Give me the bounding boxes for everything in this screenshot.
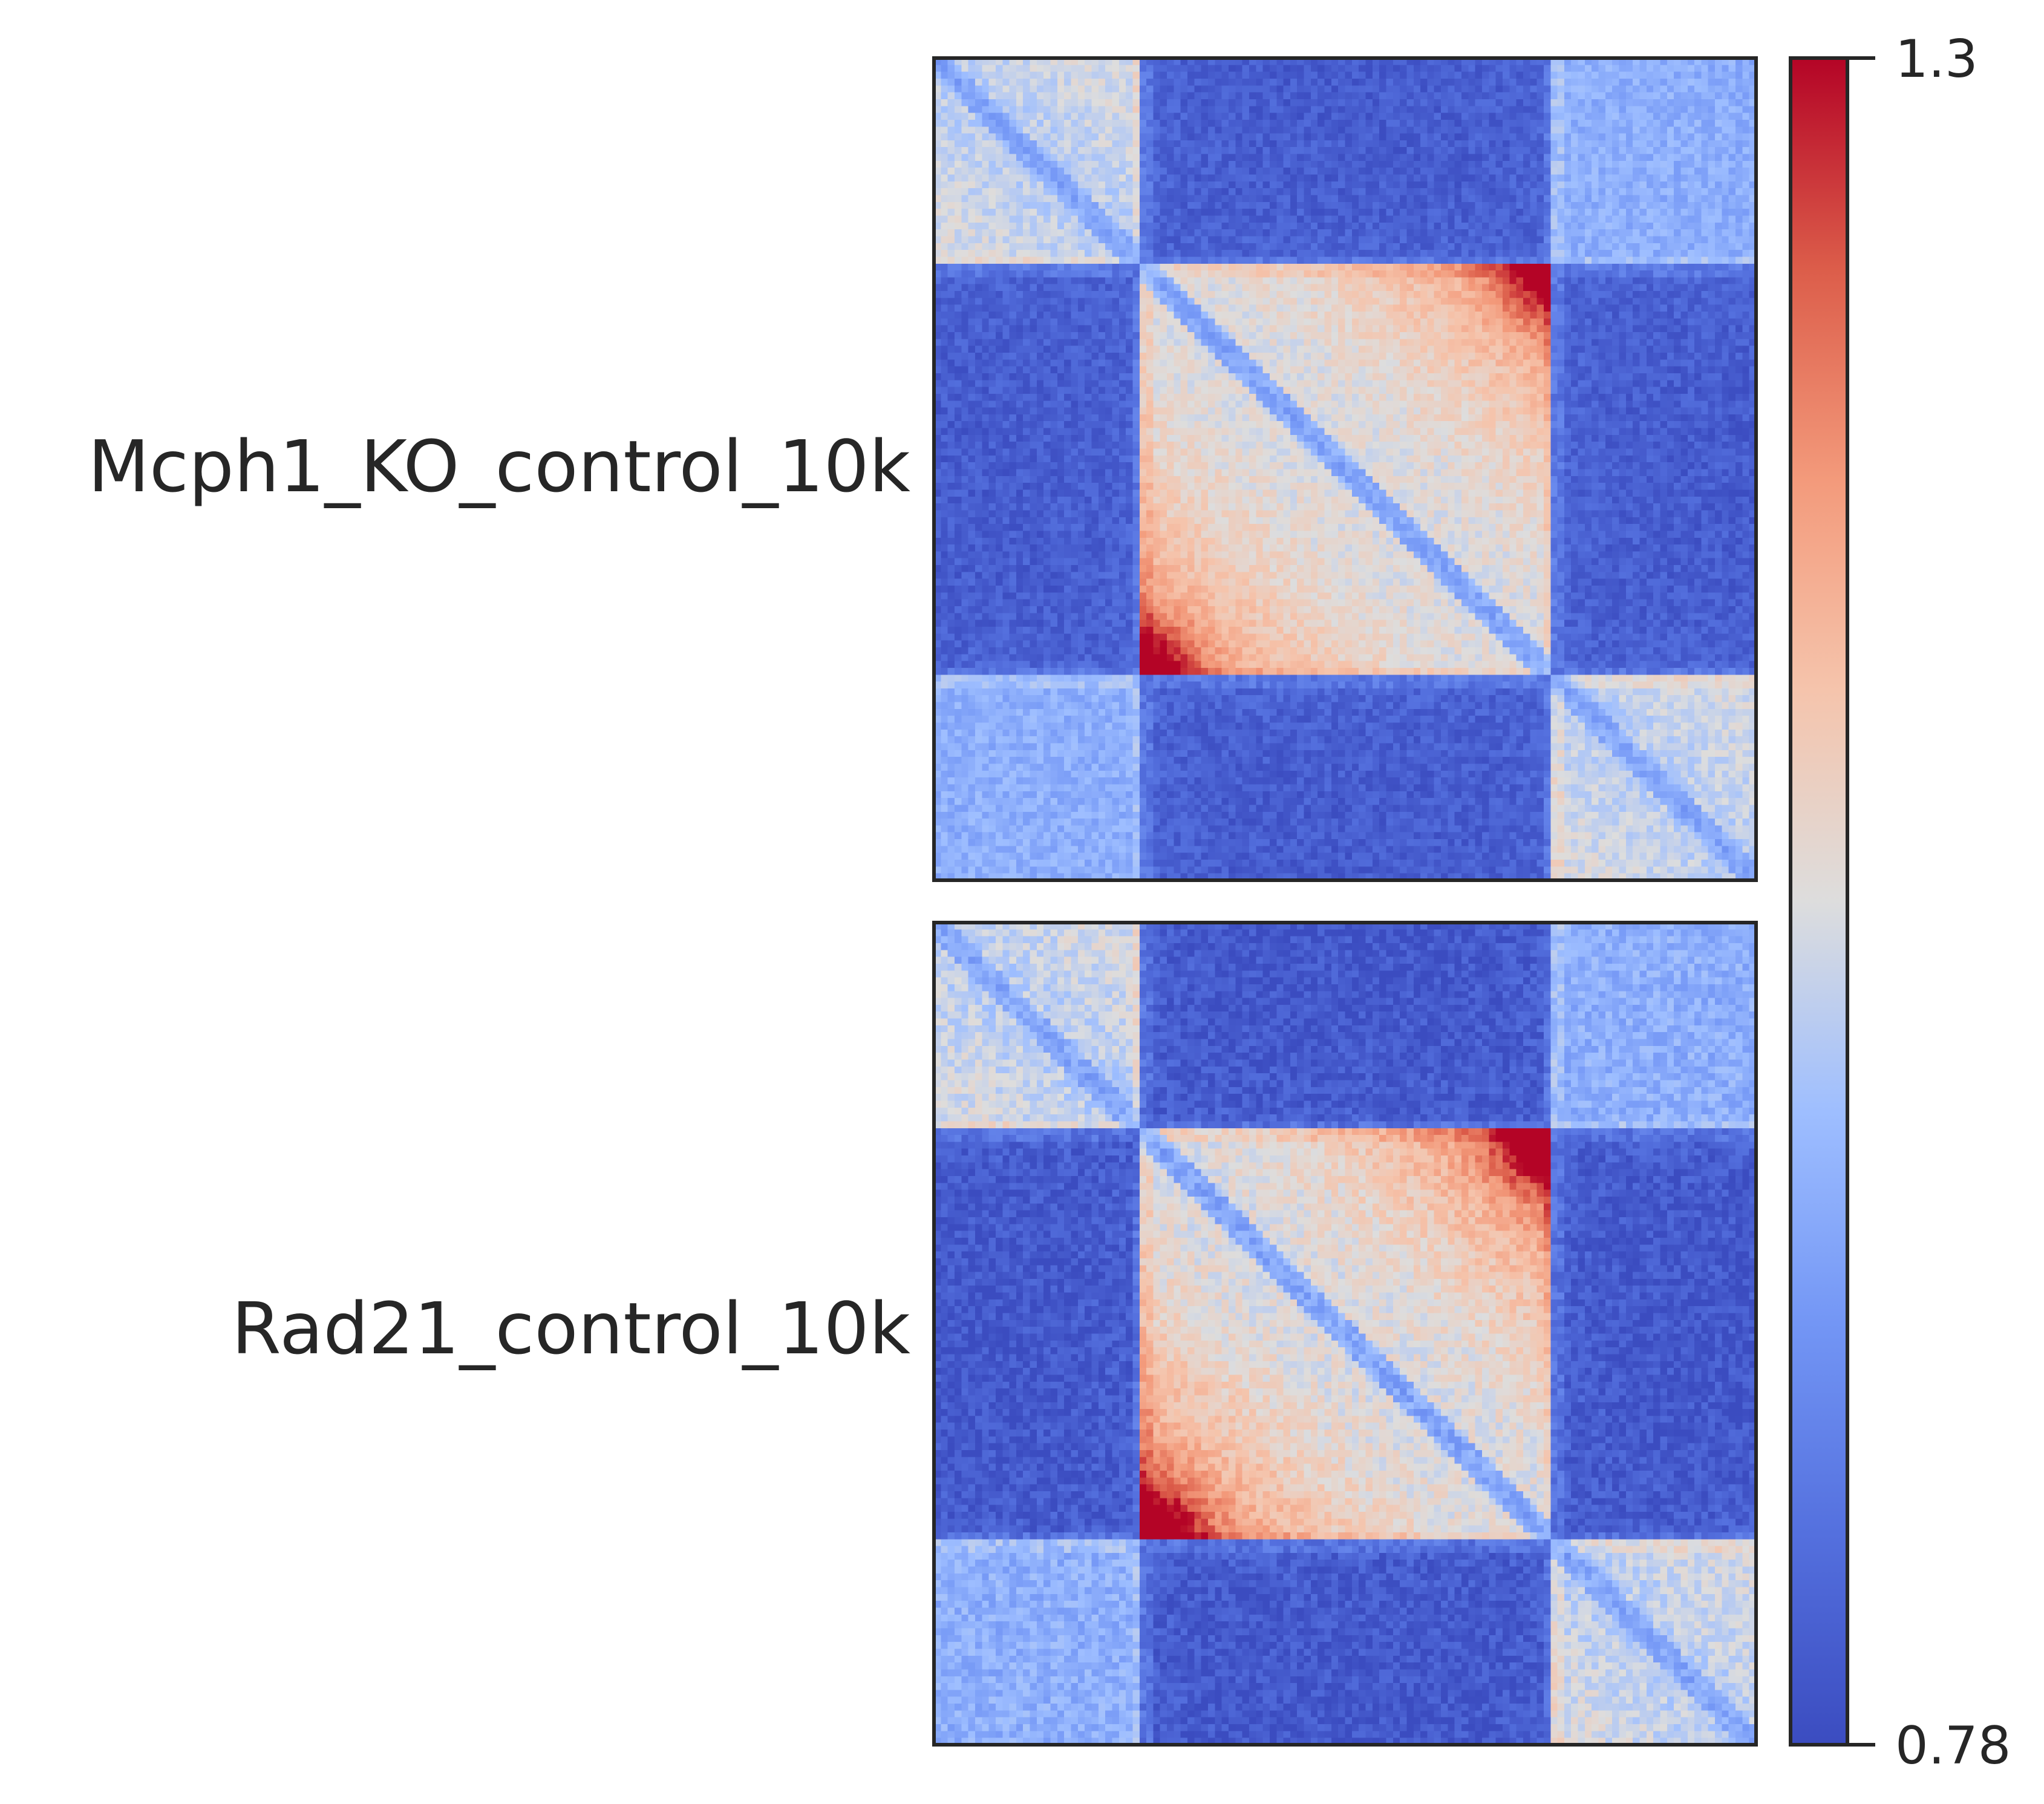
row-label-rad21: Rad21_control_10k <box>232 1287 910 1370</box>
row-label-mcph1: Mcph1_KO_control_10k <box>88 425 910 508</box>
colorbar-tick-label-max: 1.3 <box>1895 29 1978 90</box>
heatmap-image-rad21 <box>934 923 1756 1745</box>
heatmap-panel-mcph1: Mcph1_KO_control_10k <box>88 56 1758 882</box>
heatmap-panel-rad21: Rad21_control_10k <box>232 921 1758 1747</box>
colorbar: 1.3 0.78 <box>1789 29 2011 1776</box>
heatmap-frame-mcph1 <box>932 56 1758 882</box>
heatmap-image-mcph1 <box>934 58 1756 880</box>
colorbar-gradient <box>1789 56 1849 1747</box>
heatmap-frame-rad21 <box>932 921 1758 1747</box>
colorbar-tick-label-min: 0.78 <box>1895 1716 2011 1776</box>
